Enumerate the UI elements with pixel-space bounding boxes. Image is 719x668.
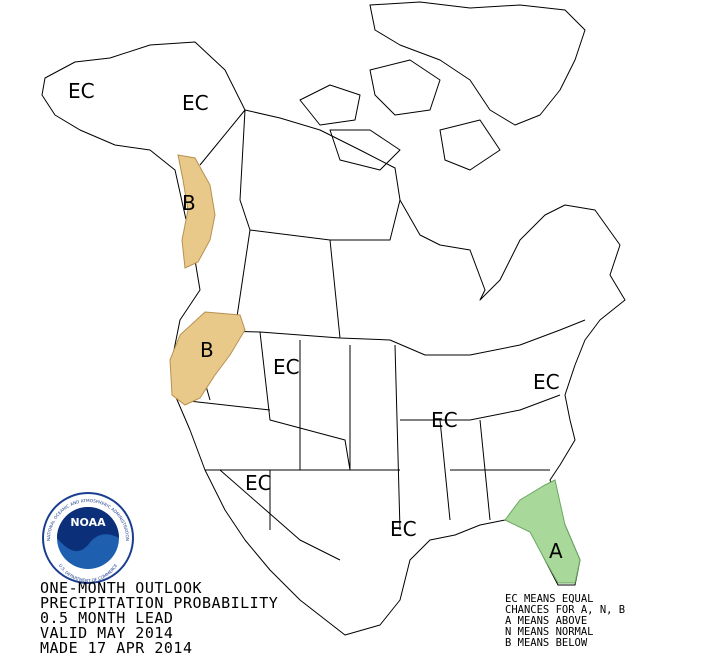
logo-bird xyxy=(57,507,119,552)
region-label: EC xyxy=(390,517,417,541)
region-label: B xyxy=(182,191,196,215)
legend-line: A MEANS ABOVE xyxy=(505,615,587,627)
region-label: A xyxy=(549,539,563,563)
region-label: EC xyxy=(68,79,95,103)
title-line: MADE 17 APR 2014 xyxy=(40,639,193,657)
region-label: B xyxy=(200,338,214,362)
below-region xyxy=(177,154,216,269)
arctic-islands xyxy=(299,59,501,171)
region-label: EC xyxy=(533,370,560,394)
legend-line: N MEANS NORMAL xyxy=(505,626,594,638)
below-region xyxy=(169,311,246,406)
region-label: EC xyxy=(431,408,458,432)
legend-line: B MEANS BELOW xyxy=(505,637,588,649)
above-region xyxy=(504,479,581,584)
greenland xyxy=(369,1,586,126)
region-label: EC xyxy=(273,355,300,379)
title-line: VALID MAY 2014 xyxy=(40,624,173,642)
legend-line: EC MEANS EQUAL xyxy=(505,593,594,605)
region-label: EC xyxy=(182,91,209,115)
title-line: PRECIPITATION PROBABILITY xyxy=(40,594,278,612)
logo-name: NOAA xyxy=(70,516,106,529)
title-line: 0.5 MONTH LEAD xyxy=(40,609,173,627)
region-label: EC xyxy=(245,471,272,495)
legend-line: CHANCES FOR A, N, B xyxy=(505,604,625,616)
noaa-logo: NOAA NATIONAL OCEANIC AND ATMOSPHERIC AD… xyxy=(42,492,134,584)
title-line: ONE-MONTH OUTLOOK xyxy=(40,579,202,597)
